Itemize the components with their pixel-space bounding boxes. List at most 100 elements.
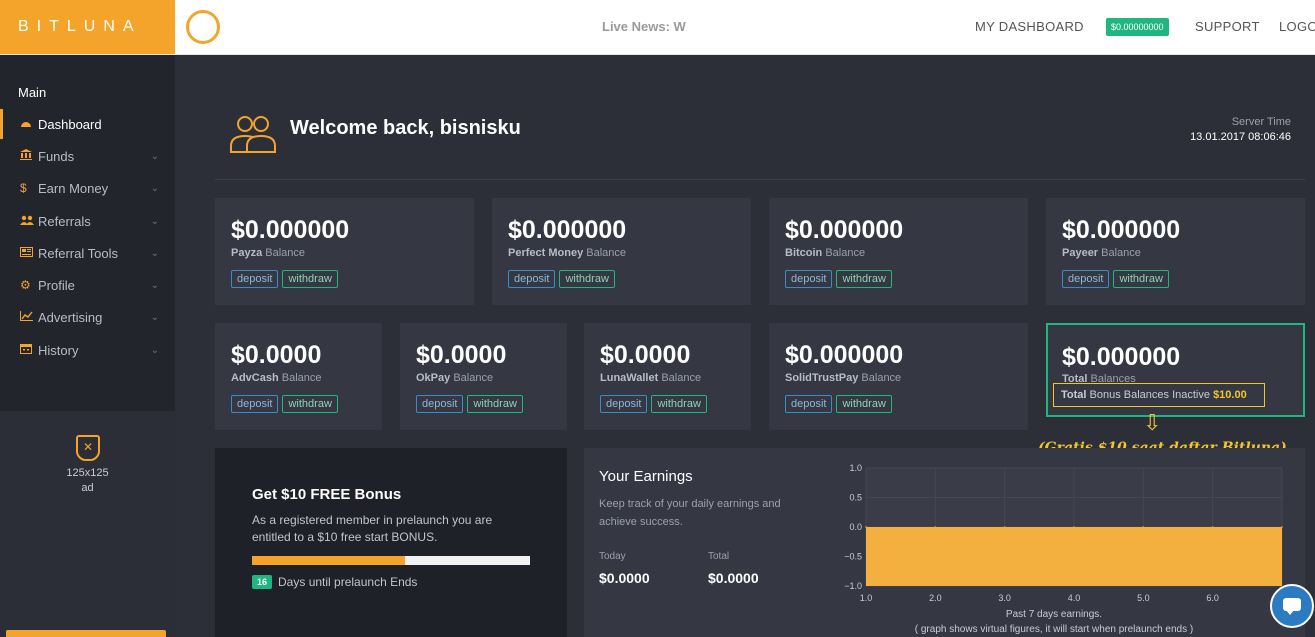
chevron-down-icon: ⌄: [150, 344, 159, 356]
top-bar: BITLUNA Live News: W MY DASHBOARD $0.000…: [0, 0, 1315, 55]
deposit-button[interactable]: deposit: [1062, 270, 1110, 288]
chat-bubble-icon: [1283, 598, 1301, 611]
sidebar-item-profile[interactable]: ⚙ Profile ⌄: [0, 270, 175, 300]
ad-label: ad: [81, 482, 94, 494]
deposit-button[interactable]: deposit: [231, 270, 279, 288]
chart-x-tick: 2.0: [929, 593, 942, 603]
shield-x-icon: ✕: [76, 435, 100, 461]
balance-label: Bitcoin Balance: [785, 247, 866, 259]
sidebar-item-label: Referral Tools: [38, 245, 118, 261]
withdraw-button[interactable]: withdraw: [467, 395, 523, 413]
nav-logout[interactable]: LOGOU: [1279, 19, 1315, 34]
chat-button[interactable]: [1270, 584, 1314, 628]
withdraw-button[interactable]: withdraw: [651, 395, 707, 413]
chart-x-tick: 6.0: [1206, 593, 1219, 603]
chevron-down-icon: ⌄: [150, 279, 159, 291]
balance-card-payza: $0.000000 Payza Balance deposit withdraw: [215, 198, 474, 305]
nav-support[interactable]: SUPPORT: [1195, 19, 1260, 34]
sidebar-item-funds[interactable]: Funds ⌄: [0, 141, 175, 171]
total-balance-amount: $0.000000: [1062, 343, 1181, 371]
chart-point: [865, 526, 867, 528]
nav-my-dashboard[interactable]: MY DASHBOARD: [975, 19, 1084, 34]
chevron-down-icon: ⌄: [150, 215, 159, 227]
withdraw-button[interactable]: withdraw: [1113, 270, 1169, 288]
balance-label: OkPay Balance: [416, 372, 494, 384]
chart-x-tick: 3.0: [998, 593, 1011, 603]
balance-card-perfect-money: $0.000000 Perfect Money Balance deposit w…: [492, 198, 751, 305]
page-title: Welcome back, bisnisku: [290, 117, 521, 139]
deposit-button[interactable]: deposit: [231, 395, 279, 413]
balance-amount: $0.000000: [508, 216, 627, 244]
header-balance-badge[interactable]: $0.00000000: [1106, 18, 1169, 36]
chart-point: [1073, 526, 1075, 528]
deposit-button[interactable]: deposit: [785, 270, 833, 288]
chart-x-tick: 4.0: [1068, 593, 1081, 603]
balance-label: Payza Balance: [231, 247, 306, 259]
earnings-chart: 1.0 0.5 0.0 −0.5 −1.0 1.0 2.0 3.0 4.0 5.0 6.0 Past …: [844, 463, 1283, 635]
bonus-balance-note: Total Bonus Balances Inactive $10.00: [1053, 383, 1265, 407]
sidebar-item-advertising[interactable]: Advertising ⌄: [0, 302, 175, 332]
gear-icon: ⚙: [20, 278, 31, 292]
prelaunch-progress-bar: [252, 556, 530, 565]
sidebar-item-history[interactable]: History ⌄: [0, 335, 175, 365]
free-bonus-card: Get $10 FREE Bonus As a registered membe…: [215, 448, 567, 637]
chevron-down-icon: ⌄: [150, 311, 159, 323]
chart-x-tick: 1.0: [860, 593, 873, 603]
balance-amount: $0.0000: [231, 341, 322, 369]
withdraw-button[interactable]: withdraw: [836, 395, 892, 413]
balance-card-solidtrustpay: $0.000000 SolidTrustPay Balance deposit w…: [769, 323, 1028, 430]
days-badge: 16: [252, 575, 273, 589]
sidebar-item-referral-tools[interactable]: Referral Tools ⌄: [0, 238, 175, 268]
deposit-button[interactable]: deposit: [508, 270, 556, 288]
balance-label: LunaWallet Balance: [600, 372, 702, 384]
total-value: $0.0000: [708, 570, 759, 586]
sidebar-item-label: Referrals: [38, 213, 91, 229]
chart-note: ( graph shows virtual figures, it will s…: [915, 624, 1193, 635]
brand-logo[interactable]: BITLUNA: [0, 0, 175, 54]
earnings-card: Your Earnings Keep track of your daily e…: [584, 448, 1305, 637]
withdraw-button[interactable]: withdraw: [559, 270, 615, 288]
deposit-button[interactable]: deposit: [416, 395, 464, 413]
calendar-icon: [20, 343, 38, 357]
balance-amount: $0.0000: [416, 341, 507, 369]
withdraw-button[interactable]: withdraw: [282, 395, 338, 413]
balance-label: Perfect Money Balance: [508, 247, 627, 259]
newspaper-icon: [20, 246, 38, 260]
chart-point: [1281, 526, 1283, 528]
arrow-down-icon: ⇩: [1143, 410, 1162, 435]
chart-y-tick: 0.5: [849, 493, 862, 503]
balance-card-advcash: $0.0000 AdvCash Balance deposit withdraw: [215, 323, 382, 430]
divider: [215, 179, 1305, 180]
sidebar-item-label: Profile: [38, 277, 75, 293]
sidebar-heading: Main: [18, 85, 47, 100]
server-time: 13.01.2017 08:06:46: [1190, 131, 1291, 143]
balance-amount: $0.000000: [1062, 216, 1181, 244]
chart-point: [1003, 526, 1006, 528]
days-remaining: 16 Days until prelaunch Ends: [252, 575, 417, 589]
withdraw-button[interactable]: withdraw: [282, 270, 338, 288]
sidebar-item-dashboard[interactable]: Dashboard: [0, 109, 175, 139]
balance-amount: $0.0000: [600, 341, 691, 369]
sidebar-ad-slot[interactable]: ✕ 125x125 ad: [0, 411, 175, 637]
news-ticker: W: [673, 19, 686, 34]
live-news: Live News: W: [602, 19, 686, 34]
deposit-button[interactable]: deposit: [785, 395, 833, 413]
total-balance-card: $0.000000 Total Balances: [1046, 323, 1305, 417]
chart-y-tick: −0.5: [844, 552, 862, 562]
line-chart-icon: [20, 310, 38, 324]
chart-point: [1211, 526, 1214, 528]
total-balance-label: Total Balances: [1062, 373, 1136, 385]
sidebar-item-label: Earn Money: [38, 180, 109, 196]
deposit-button[interactable]: deposit: [600, 395, 648, 413]
sidebar-item-referrals[interactable]: Referrals ⌄: [0, 206, 175, 236]
balance-amount: $0.000000: [231, 216, 350, 244]
chevron-down-icon: ⌄: [150, 247, 159, 259]
sidebar-item-earn-money[interactable]: $ Earn Money ⌄: [0, 173, 175, 203]
balance-label: Payeer Balance: [1062, 247, 1141, 259]
chart-y-tick: −1.0: [844, 581, 862, 591]
total-label: Total: [708, 551, 730, 562]
news-label: Live News:: [602, 19, 670, 34]
withdraw-button[interactable]: withdraw: [836, 270, 892, 288]
dollar-icon: $: [20, 181, 27, 195]
chart-x-tick: 5.0: [1137, 593, 1150, 603]
